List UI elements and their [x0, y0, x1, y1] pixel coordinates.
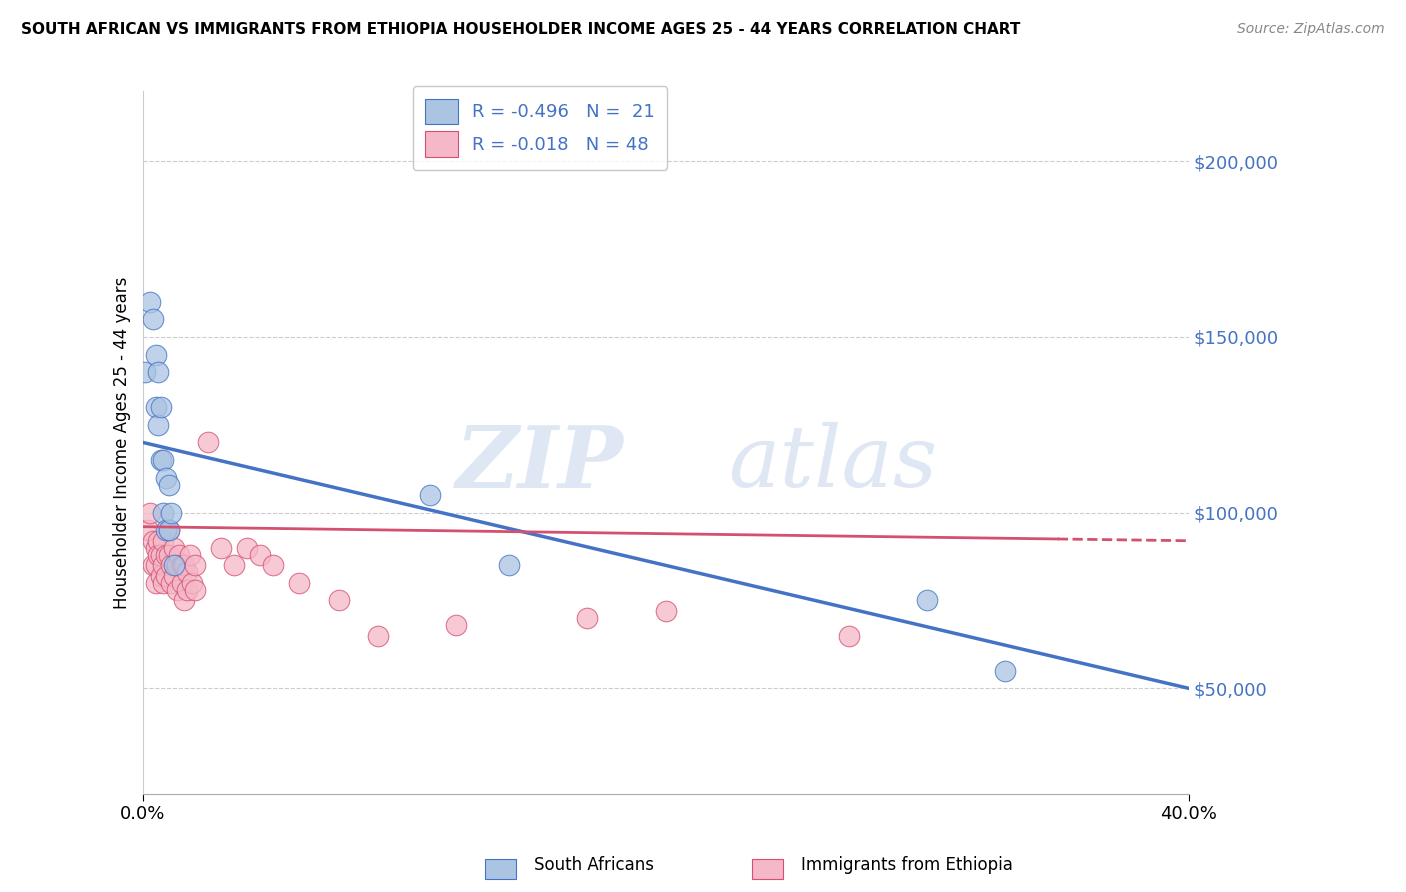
Point [166, 558, 188, 573]
Text: atlas: atlas [728, 422, 938, 505]
Point [145, 401, 167, 415]
Point [166, 582, 188, 597]
Legend: R = -0.496   N =  21, R = -0.018   N = 48: R = -0.496 N = 21, R = -0.018 N = 48 [412, 86, 668, 169]
Point [155, 470, 177, 484]
Point [145, 558, 167, 573]
Point [157, 548, 180, 562]
Point [152, 453, 174, 467]
Point [170, 558, 193, 573]
Point [419, 488, 441, 502]
Point [367, 629, 389, 643]
Point [155, 548, 177, 562]
Point [157, 477, 180, 491]
Text: ZIP: ZIP [456, 422, 624, 505]
Point [209, 541, 232, 555]
Point [155, 523, 177, 537]
Point [145, 575, 167, 590]
Point [173, 558, 195, 573]
Point [145, 541, 167, 555]
Point [838, 629, 860, 643]
Point [152, 575, 174, 590]
Point [915, 593, 938, 607]
Point [145, 347, 167, 361]
Point [148, 533, 170, 548]
Point [149, 401, 172, 415]
Point [157, 523, 180, 537]
Point [163, 569, 186, 583]
Point [222, 558, 245, 573]
Point [134, 365, 156, 379]
Text: Source: ZipAtlas.com: Source: ZipAtlas.com [1237, 22, 1385, 37]
Point [152, 558, 174, 573]
Point [157, 523, 180, 537]
Point [152, 533, 174, 548]
Point [576, 611, 599, 625]
Point [262, 558, 284, 573]
Point [160, 506, 183, 520]
Point [160, 575, 183, 590]
Point [197, 435, 219, 450]
Point [149, 569, 172, 583]
Point [142, 312, 165, 326]
Point [446, 618, 468, 632]
Point [148, 548, 170, 562]
Text: South Africans: South Africans [534, 855, 654, 873]
Point [181, 575, 204, 590]
Y-axis label: Householder Income Ages 25 - 44 years: Householder Income Ages 25 - 44 years [114, 277, 131, 608]
Point [184, 582, 207, 597]
Point [142, 558, 165, 573]
Point [149, 453, 172, 467]
Point [498, 558, 520, 573]
Point [249, 548, 271, 562]
Point [167, 548, 190, 562]
Point [139, 294, 162, 309]
Point [136, 523, 159, 537]
Point [994, 664, 1017, 678]
Point [173, 593, 195, 607]
Point [148, 417, 170, 432]
Point [152, 506, 174, 520]
Point [160, 558, 183, 573]
Point [184, 558, 207, 573]
Point [236, 541, 259, 555]
Point [148, 365, 170, 379]
Point [155, 569, 177, 583]
Point [179, 548, 201, 562]
Point [176, 582, 198, 597]
Point [328, 593, 350, 607]
Point [163, 558, 186, 573]
Point [170, 575, 193, 590]
Point [654, 604, 676, 618]
Point [163, 541, 186, 555]
Point [176, 566, 198, 580]
Point [149, 548, 172, 562]
Text: SOUTH AFRICAN VS IMMIGRANTS FROM ETHIOPIA HOUSEHOLDER INCOME AGES 25 - 44 YEARS : SOUTH AFRICAN VS IMMIGRANTS FROM ETHIOPI… [21, 22, 1021, 37]
Point [142, 533, 165, 548]
Text: Immigrants from Ethiopia: Immigrants from Ethiopia [801, 855, 1014, 873]
Point [139, 506, 162, 520]
Point [288, 575, 311, 590]
